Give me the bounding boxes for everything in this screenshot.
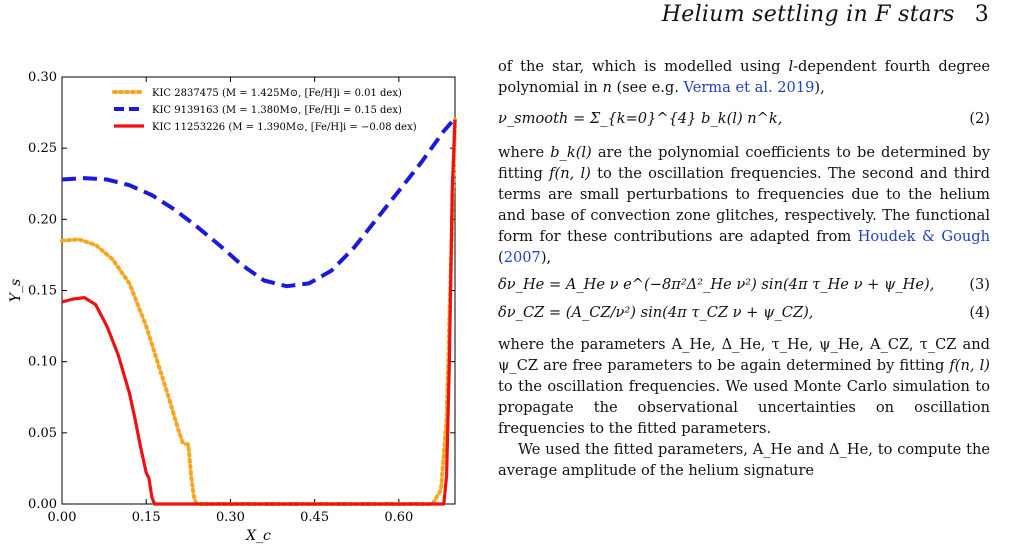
paragraph-3: where the parameters A_He, Δ_He, τ_He, ψ… <box>498 336 990 437</box>
y-tick-label: 0.05 <box>28 426 57 441</box>
paragraph-1: of the star, which is modelled using l-d… <box>498 58 990 96</box>
y-tick-label: 0.10 <box>28 355 57 370</box>
citation-link-houdek[interactable]: Houdek & Gough <box>857 228 990 245</box>
equation-4: δν_CZ = (A_CZ/ν²) sin(4π τ_CZ ν + ψ_CZ),… <box>498 304 990 321</box>
x-tick-label: 0.30 <box>216 510 245 525</box>
series-line-3 <box>61 119 457 506</box>
y-axis-label: Y_s <box>8 279 24 302</box>
equation-2: ν_smooth = Σ_{k=0}^{4} b_k(l) n^k, (2) <box>498 110 990 127</box>
running-header: Helium settling in F stars 3 <box>662 2 989 27</box>
paragraph-4: We used the fitted parameters, A_He and … <box>498 441 990 479</box>
y-tick-label: 0.15 <box>28 284 57 299</box>
legend-entry: KIC 11253226 (M = 1.390M⊙, [Fe/H]i = −0.… <box>152 122 417 133</box>
series-line-1 <box>60 117 457 506</box>
y-tick-label: 0.25 <box>28 141 57 156</box>
plot-frame <box>61 76 456 505</box>
y-tick-label: 0.00 <box>28 497 57 512</box>
legend-entry: KIC 2837475 (M = 1.425M⊙, [Fe/H]i = 0.01… <box>152 88 402 99</box>
citation-link[interactable]: Verma et al. 2019 <box>683 79 815 96</box>
figure-chart: 0.00 0.15 0.30 0.45 0.60 0.00 0.05 0.10 0.15 0.20… <box>8 70 457 544</box>
x-tick-label: 0.00 <box>48 510 77 525</box>
x-tick-label: 0.45 <box>300 510 329 525</box>
y-tick-label: 0.30 <box>28 70 57 85</box>
paragraph-2: where b_k(l) are the polynomial coeffici… <box>498 144 991 266</box>
x-axis-label: X_c <box>245 528 271 544</box>
x-tick-label: 0.15 <box>132 510 161 525</box>
series-line-2 <box>61 116 457 289</box>
text-column: of the star, which is modelled using l-d… <box>498 56 990 481</box>
running-title: Helium settling in F stars <box>661 2 955 27</box>
x-tick-label: 0.60 <box>384 510 413 525</box>
y-tick-label: 0.20 <box>28 212 57 227</box>
equation-3: δν_He = A_He ν e^(−8π²Δ²_He ν²) sin(4π τ… <box>498 276 990 293</box>
page-number: 3 <box>974 2 989 27</box>
legend-entry: KIC 9139163 (M = 1.380M⊙, [Fe/H]i = 0.15… <box>152 105 402 116</box>
citation-link-year[interactable]: 2007 <box>503 249 541 266</box>
